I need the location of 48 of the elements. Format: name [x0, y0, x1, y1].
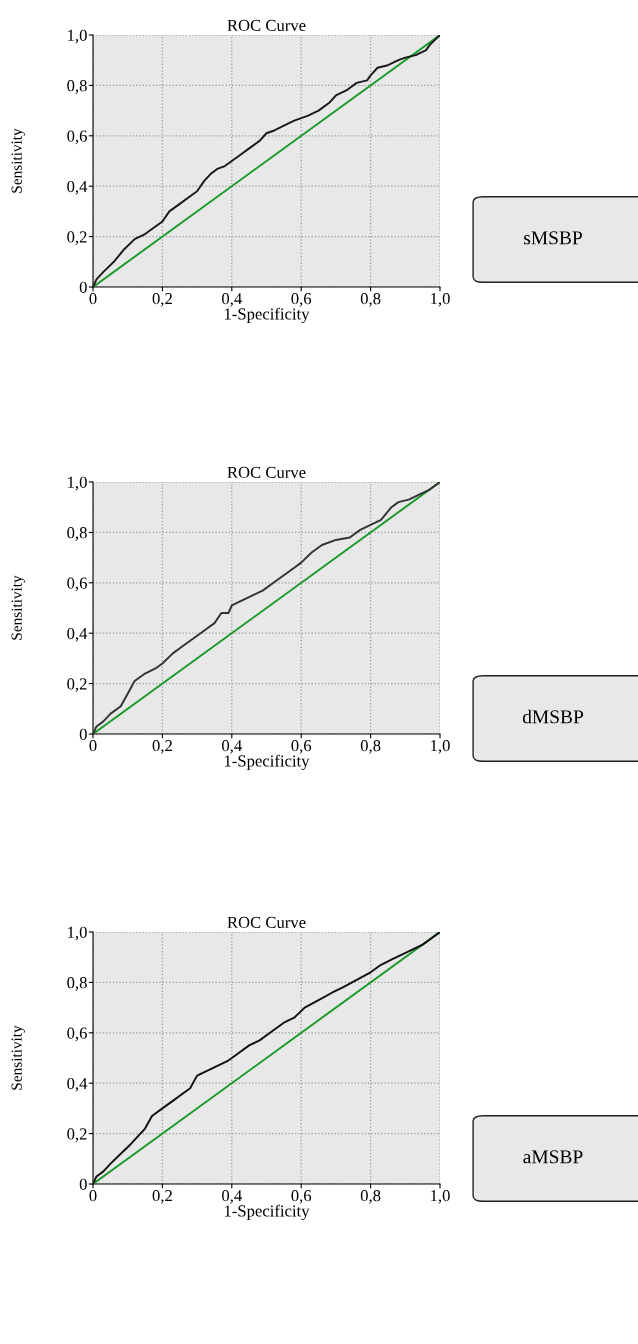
y-tick-label: 0,4: [67, 180, 88, 195]
x-axis-title: 1-Specificity: [224, 1204, 310, 1220]
y-tick-label: 0,8: [67, 527, 87, 541]
y-tick-label: 0,8: [67, 977, 87, 991]
x-tick-label: 0,6: [291, 1190, 312, 1204]
x-tick-label: 0,4: [222, 740, 242, 754]
y-tick-label: 0: [79, 728, 87, 740]
y-tick-label: 0,2: [67, 1128, 87, 1142]
x-tick-label: 0: [89, 740, 97, 752]
y-tick-label: 1,0: [68, 476, 87, 491]
text: aMSBP: [523, 1150, 583, 1164]
x-tick-label: 0,2: [152, 1190, 172, 1204]
x-tick-label: 0,2: [152, 293, 172, 307]
y-tick-label: 0,6: [67, 1027, 87, 1042]
y-tick-label: 0,4: [67, 627, 88, 642]
y-tick-label: 0,4: [67, 1077, 88, 1092]
y-axis-title: Sensitivity: [11, 128, 25, 193]
y-tick-label: 0,6: [67, 130, 87, 145]
x-tick-label: 0,8: [360, 1190, 381, 1204]
chart-title: ROC Curve: [227, 19, 306, 31]
y-axis-title: Sensitivity: [11, 575, 25, 640]
y-tick-label: 1,0: [68, 29, 87, 44]
x-tick-label: 0,8: [360, 293, 381, 307]
x-tick-label: 1,0: [431, 740, 450, 754]
x-tick-label: 1,0: [431, 1190, 450, 1204]
x-tick-label: 1,0: [431, 293, 450, 307]
y-tick-label: 0,2: [67, 231, 87, 245]
y-tick-label: 0,6: [67, 577, 87, 592]
x-tick-label: 0,4: [222, 293, 242, 307]
y-tick-label: 0,2: [67, 678, 87, 692]
x-tick-label: 0,2: [152, 740, 172, 754]
x-tick-label: 0,8: [360, 740, 381, 754]
text: dMSBP: [522, 709, 584, 724]
chart-title: ROC Curve: [227, 466, 306, 478]
x-tick-label: 0: [89, 293, 97, 305]
x-tick-label: 0,6: [291, 740, 312, 754]
y-tick-label: 1,0: [68, 926, 87, 941]
y-axis-title: Sensitivity: [11, 1025, 25, 1090]
y-tick-label: 0: [79, 1178, 87, 1190]
x-tick-label: 0,4: [222, 1190, 242, 1204]
text: sMSBP: [524, 231, 582, 245]
x-tick-label: 0: [89, 1190, 97, 1202]
chart-title: ROC Curve: [227, 916, 306, 928]
y-tick-label: 0,8: [67, 80, 87, 94]
x-tick-label: 0,6: [291, 293, 312, 307]
y-tick-label: 0: [79, 281, 87, 293]
x-axis-title: 1-Specificity: [224, 307, 310, 323]
x-axis-title: 1-Specificity: [224, 754, 310, 770]
